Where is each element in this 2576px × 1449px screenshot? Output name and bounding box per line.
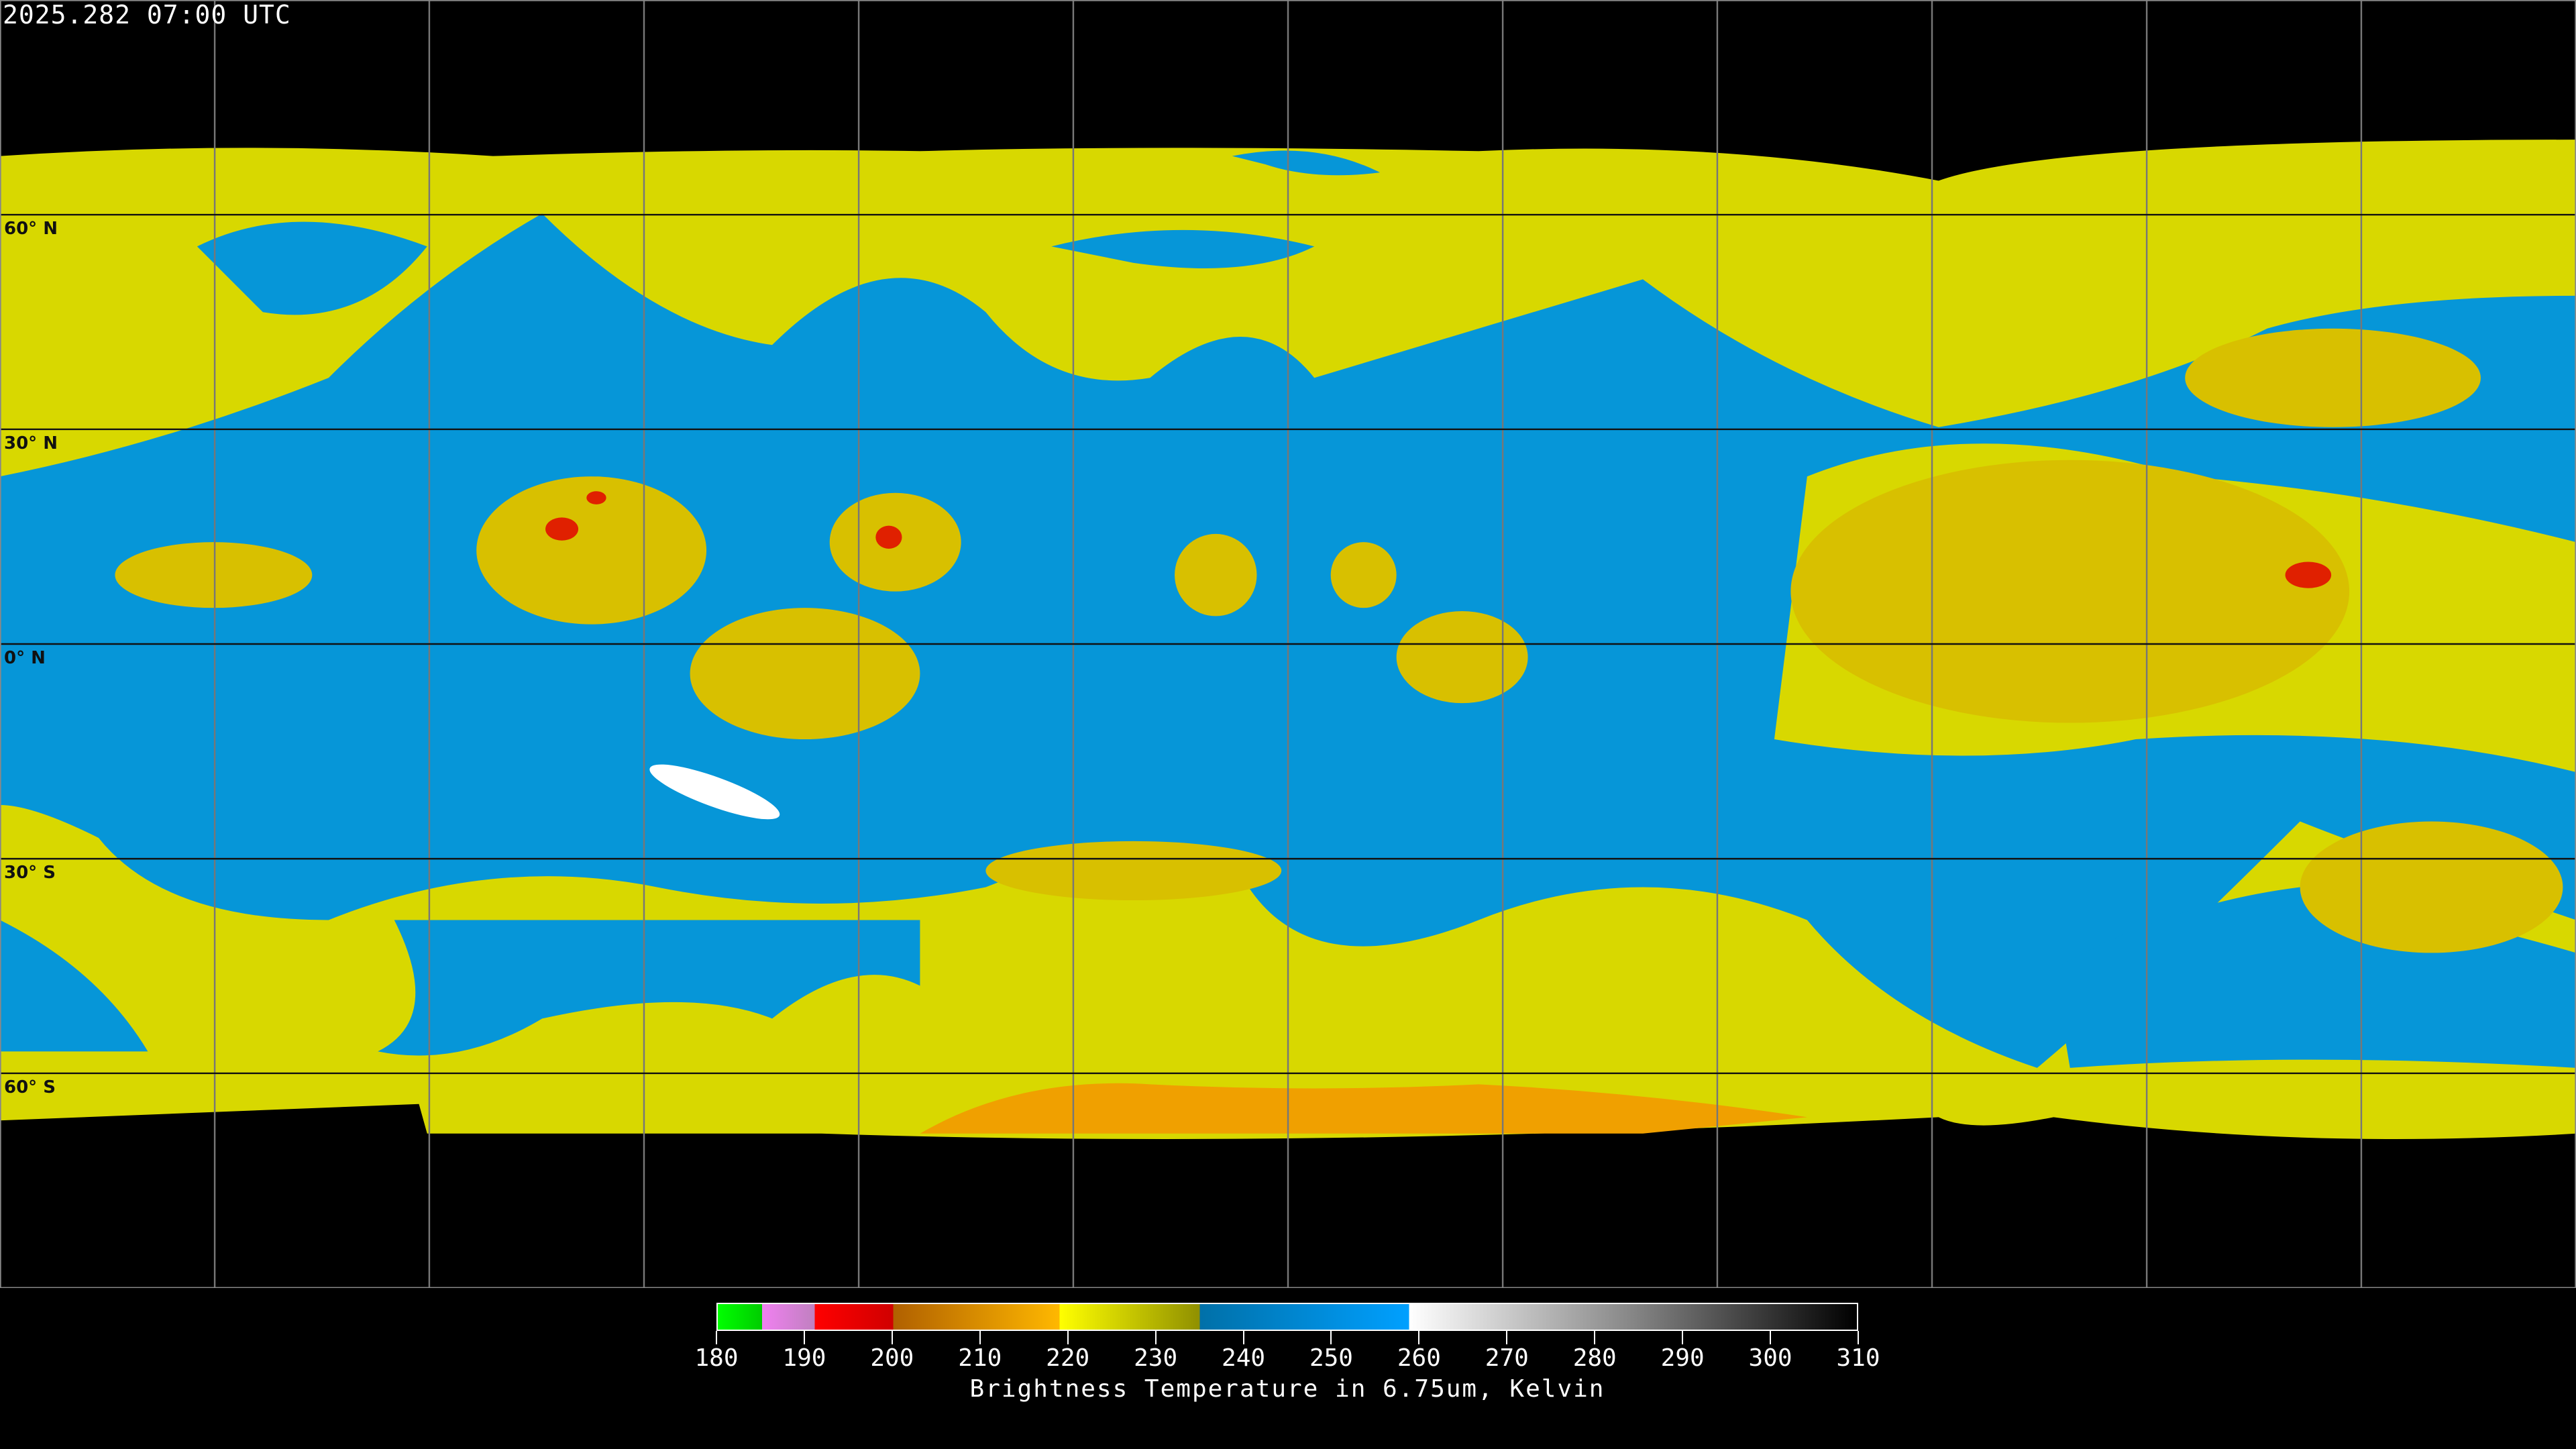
colorbar-tick (1594, 1331, 1596, 1344)
colorbar (716, 1303, 1858, 1331)
colorbar-tick-label: 290 (1660, 1344, 1705, 1372)
colorbar-tick (1330, 1331, 1332, 1344)
satellite-map (0, 0, 2576, 1288)
colorbar-tick-label: 310 (1836, 1344, 1880, 1372)
lat-label-60n: 60° N (4, 219, 58, 239)
deep-convection-cores (545, 491, 2332, 588)
colorbar-tick (1418, 1331, 1420, 1344)
colorbar-tick-label: 210 (958, 1344, 1002, 1372)
lat-label-0n: 0° N (4, 648, 46, 668)
colorbar-tick (1682, 1331, 1684, 1344)
colorbar-tick (1155, 1331, 1157, 1344)
colorbar-tick-label: 260 (1397, 1344, 1441, 1372)
colorbar-tick (1242, 1331, 1244, 1344)
colorbar-tick-label: 230 (1134, 1344, 1178, 1372)
colorbar-tick (716, 1331, 717, 1344)
lat-label-30n: 30° N (4, 433, 58, 453)
colorbar-tick-label: 270 (1485, 1344, 1529, 1372)
lat-label-30s: 30° S (4, 863, 56, 883)
colorbar-tick (979, 1331, 981, 1344)
map-border (0, 0, 2576, 1288)
colorbar-tick (1858, 1331, 1859, 1344)
lat-label-60s: 60° S (4, 1077, 56, 1097)
dry-air-north (197, 150, 1381, 315)
colorbar-tick (1770, 1331, 1772, 1344)
timestamp: 2025.282 07:00 UTC (3, 0, 291, 30)
colorbar-tick-label: 190 (782, 1344, 826, 1372)
graticule (0, 0, 2576, 1288)
colorbar-tick (803, 1331, 805, 1344)
missing-data-patch (649, 764, 780, 820)
colorbar-tick-label: 180 (694, 1344, 739, 1372)
convection-clusters (115, 328, 2563, 953)
colorbar-tick-label: 300 (1748, 1344, 1792, 1372)
colorbar-tick-label: 240 (1222, 1344, 1266, 1372)
colorbar-tick (891, 1331, 893, 1344)
colorbar-tick-label: 250 (1309, 1344, 1353, 1372)
colorbar-tick-label: 220 (1046, 1344, 1090, 1372)
colorbar-tick (1067, 1331, 1069, 1344)
colorbar-tick (1506, 1331, 1508, 1344)
colorbar-title: Brightness Temperature in 6.75um, Kelvin (969, 1375, 1605, 1403)
cold-regions (920, 1083, 1807, 1134)
colorbar-tick-label: 280 (1572, 1344, 1617, 1372)
colorbar-tick-label: 200 (870, 1344, 914, 1372)
